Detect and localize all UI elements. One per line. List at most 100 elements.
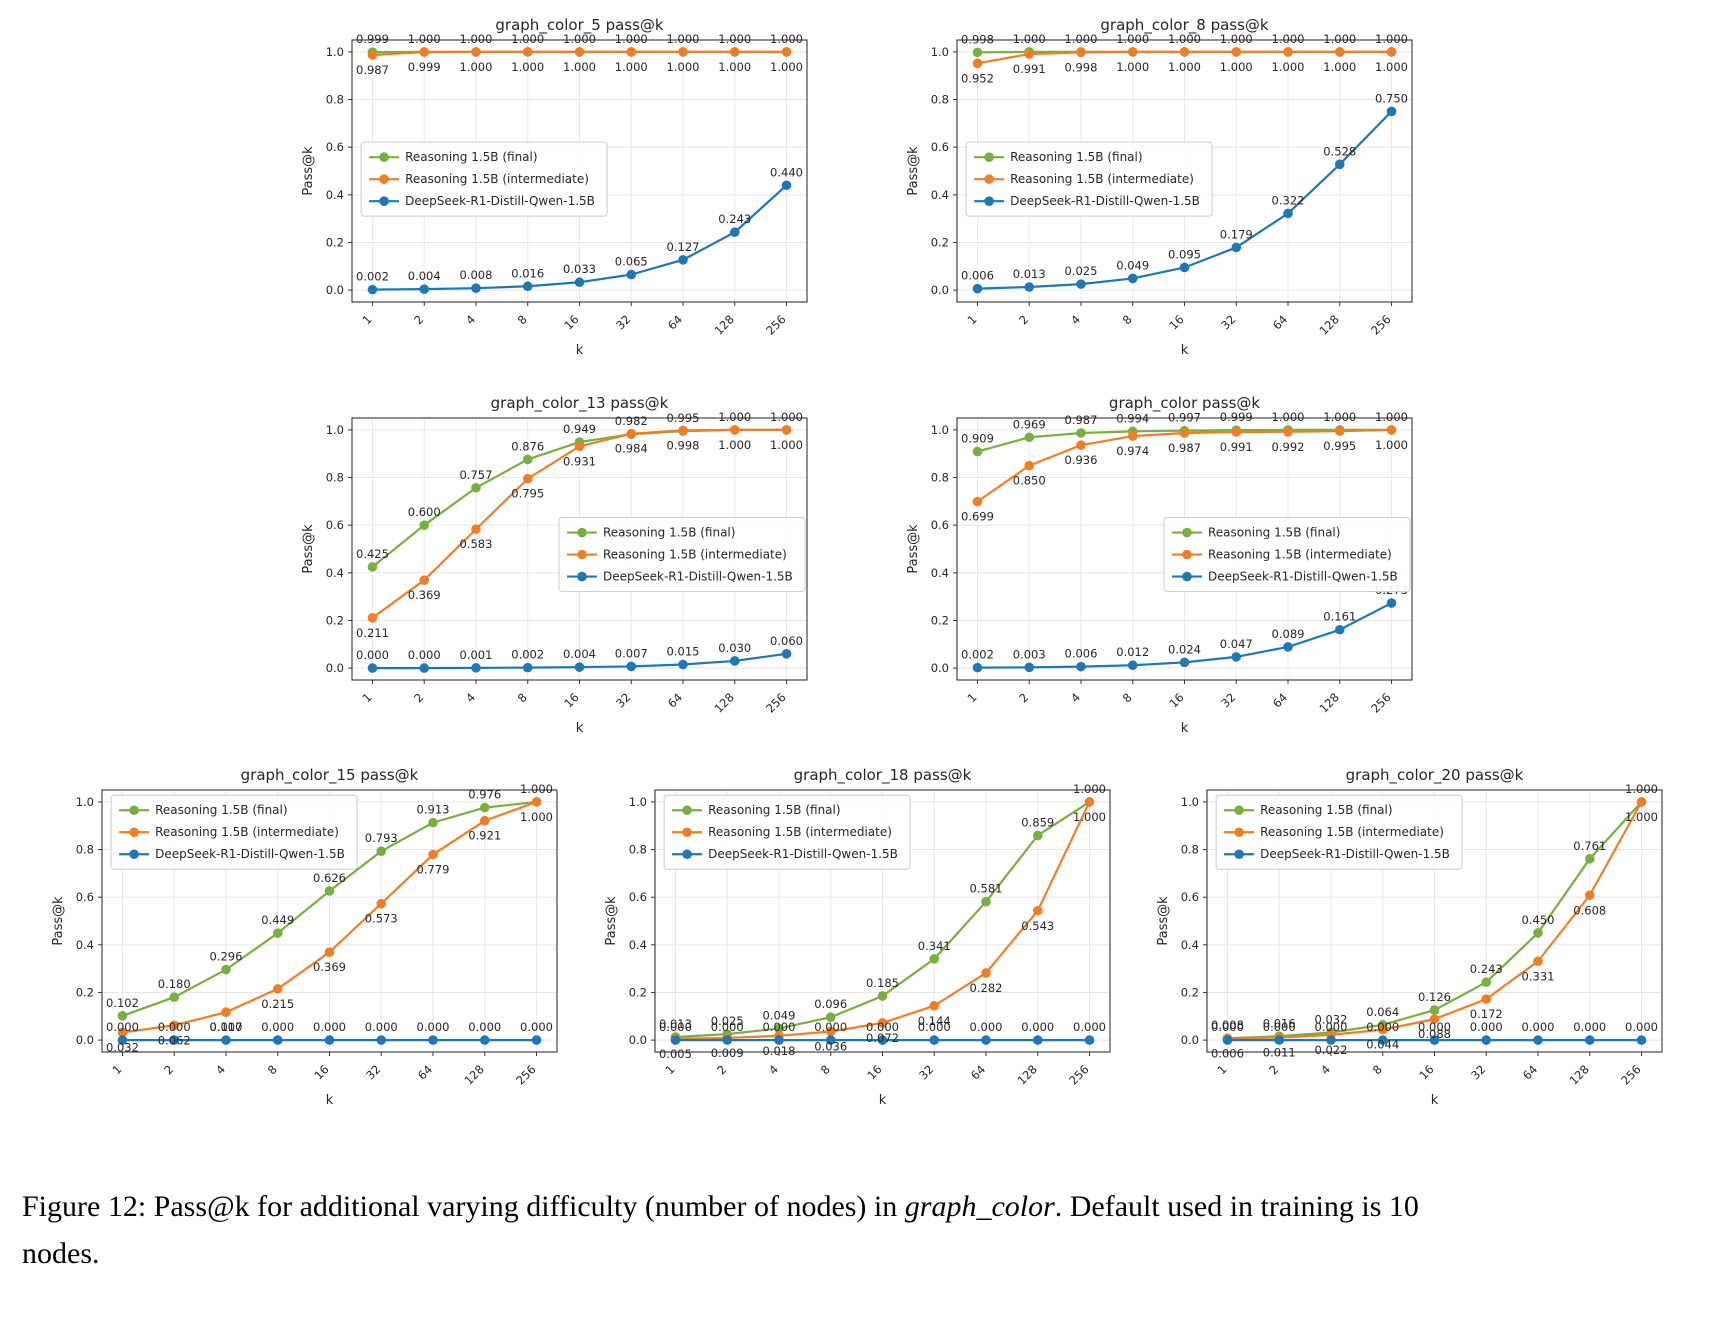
- data-point: [376, 898, 387, 909]
- data-label: 0.450: [1522, 913, 1555, 927]
- y-axis: 0.0 0.2 0.4 0.6 0.8 1.0 Pass@k: [51, 795, 102, 1047]
- data-point: [1533, 956, 1543, 967]
- data-point: [1533, 1035, 1543, 1045]
- data-label: 0.002: [961, 648, 994, 662]
- data-label: 1.000: [615, 60, 648, 74]
- data-point: [1076, 47, 1086, 58]
- x-tick-label: 2: [714, 1062, 729, 1077]
- x-tick-label: 64: [967, 1062, 987, 1082]
- data-labels-intermediate: 0.987 0.999 1.000 1.000 1.000 1.000 1.000 1.000…: [356, 60, 803, 77]
- data-label: 0.000: [1625, 1020, 1658, 1034]
- legend-label: Reasoning 1.5B (intermediate): [405, 172, 589, 186]
- legend-label: DeepSeek-R1-Distill-Qwen-1.5B: [155, 847, 345, 861]
- data-point: [1274, 1035, 1285, 1045]
- y-axis: 0.0 0.2 0.4 0.6 0.8 1.0 Pass@k: [301, 423, 352, 675]
- data-label: 0.006: [961, 269, 994, 283]
- data-labels-intermediate: 0.005 0.009 0.018 0.036 0.072 0.144 0.282 0.543…: [659, 810, 1106, 1061]
- data-label: 0.000: [814, 1020, 847, 1034]
- chart-title: graph_color_20 pass@k: [1346, 766, 1524, 785]
- data-point: [1024, 49, 1035, 59]
- data-label: 0.012: [1116, 645, 1149, 659]
- chart-title: graph_color_13 pass@k: [491, 394, 669, 413]
- data-label: 1.000: [1323, 60, 1356, 74]
- data-label: 0.952: [961, 71, 994, 85]
- legend-item: Reasoning 1.5B (intermediate): [974, 172, 1194, 186]
- legend-item: Reasoning 1.5B (final): [369, 150, 538, 164]
- data-point: [1636, 1035, 1647, 1045]
- x-axis-label: k: [878, 1093, 886, 1108]
- data-point: [574, 47, 585, 57]
- x-tick-label: 1: [110, 1062, 125, 1077]
- legend-item: DeepSeek-R1-Distill-Qwen-1.5B: [1224, 847, 1450, 861]
- data-label: 0.757: [460, 468, 493, 482]
- legend-label: DeepSeek-R1-Distill-Qwen-1.5B: [708, 847, 898, 861]
- legend-item: Reasoning 1.5B (final): [1224, 803, 1393, 817]
- data-label: 0.003: [1013, 647, 1046, 661]
- x-tick-label: 2: [411, 690, 426, 705]
- data-point: [1429, 1014, 1440, 1024]
- data-point: [1076, 661, 1086, 672]
- y-tick-label: 0.4: [326, 566, 344, 580]
- y-tick-label: 0.4: [931, 188, 949, 202]
- x-tick-label: 128: [711, 690, 736, 715]
- legend-box: [110, 794, 358, 870]
- y-tick-label: 0.0: [931, 283, 949, 297]
- legend: Reasoning 1.5B (final) Reasoning 1.5B (in…: [558, 517, 806, 593]
- data-point: [972, 283, 983, 294]
- legend-label: Reasoning 1.5B (final): [1208, 526, 1340, 540]
- data-label: 0.991: [1220, 440, 1253, 454]
- data-label: 1.000: [1065, 32, 1098, 46]
- y-tick-label: 0.4: [76, 938, 94, 952]
- data-point: [1386, 47, 1397, 57]
- data-point: [1179, 428, 1190, 438]
- data-point: [367, 50, 378, 60]
- data-point: [1283, 208, 1293, 219]
- data-point: [367, 613, 378, 623]
- x-tick-label: 256: [513, 1062, 538, 1087]
- data-point: [1222, 1035, 1233, 1045]
- x-axis: 1 2 4 8 16 32 64 128 256 k: [360, 302, 789, 358]
- data-point: [117, 1027, 128, 1038]
- y-tick-label: 1.0: [1181, 795, 1199, 809]
- data-label: 0.095: [1168, 247, 1201, 261]
- data-label: 0.033: [563, 262, 596, 276]
- x-tick-label: 2: [1266, 1062, 1281, 1077]
- data-label: 0.000: [866, 1020, 899, 1034]
- data-point: [117, 1010, 128, 1021]
- chart-figure-graph-color-18: 1 2 4 8 16 32 64 128 256 k 0.0 0.2 0.4 0.6 0.8 1.0 Pass@…: [595, 762, 1130, 1122]
- data-point: [272, 984, 283, 994]
- data-point: [1231, 242, 1242, 253]
- x-tick-label: 16: [1166, 312, 1186, 332]
- data-label: 0.931: [563, 454, 596, 468]
- data-point: [1429, 1035, 1440, 1045]
- data-label: 1.000: [615, 32, 648, 46]
- x-axis-label: k: [1181, 721, 1189, 736]
- data-label: 0.949: [563, 422, 596, 436]
- data-point: [1024, 282, 1035, 292]
- legend-label: DeepSeek-R1-Distill-Qwen-1.5B: [1010, 194, 1200, 208]
- data-label: 0.005: [659, 1047, 692, 1061]
- x-tick-label: 128: [1316, 312, 1341, 337]
- data-point: [367, 663, 378, 673]
- caption-text-before: Figure 12: Pass@k for additional varying…: [22, 1190, 905, 1223]
- data-label: 0.211: [356, 626, 389, 640]
- data-label: 0.000: [356, 648, 389, 662]
- x-tick-label: 32: [1218, 690, 1238, 710]
- legend-box: [558, 517, 806, 593]
- data-label: 0.000: [659, 1020, 692, 1034]
- legend-item: DeepSeek-R1-Distill-Qwen-1.5B: [1172, 570, 1398, 584]
- y-tick-label: 0.8: [76, 843, 94, 857]
- data-point: [221, 964, 231, 975]
- caption-italic-term: graph_color: [904, 1190, 1055, 1223]
- data-point: [419, 520, 430, 530]
- data-label: 0.000: [417, 1020, 450, 1034]
- data-label: 0.795: [511, 487, 544, 501]
- data-label: 0.024: [1168, 642, 1201, 656]
- x-axis: 1 2 4 8 16 32 64 128 256 k: [110, 1052, 539, 1108]
- data-label: 0.543: [1021, 919, 1054, 933]
- data-label: 0.992: [1272, 440, 1305, 454]
- x-tick-label: 32: [613, 690, 633, 710]
- data-point: [419, 284, 430, 294]
- data-label: 1.000: [718, 60, 751, 74]
- data-point: [972, 47, 983, 58]
